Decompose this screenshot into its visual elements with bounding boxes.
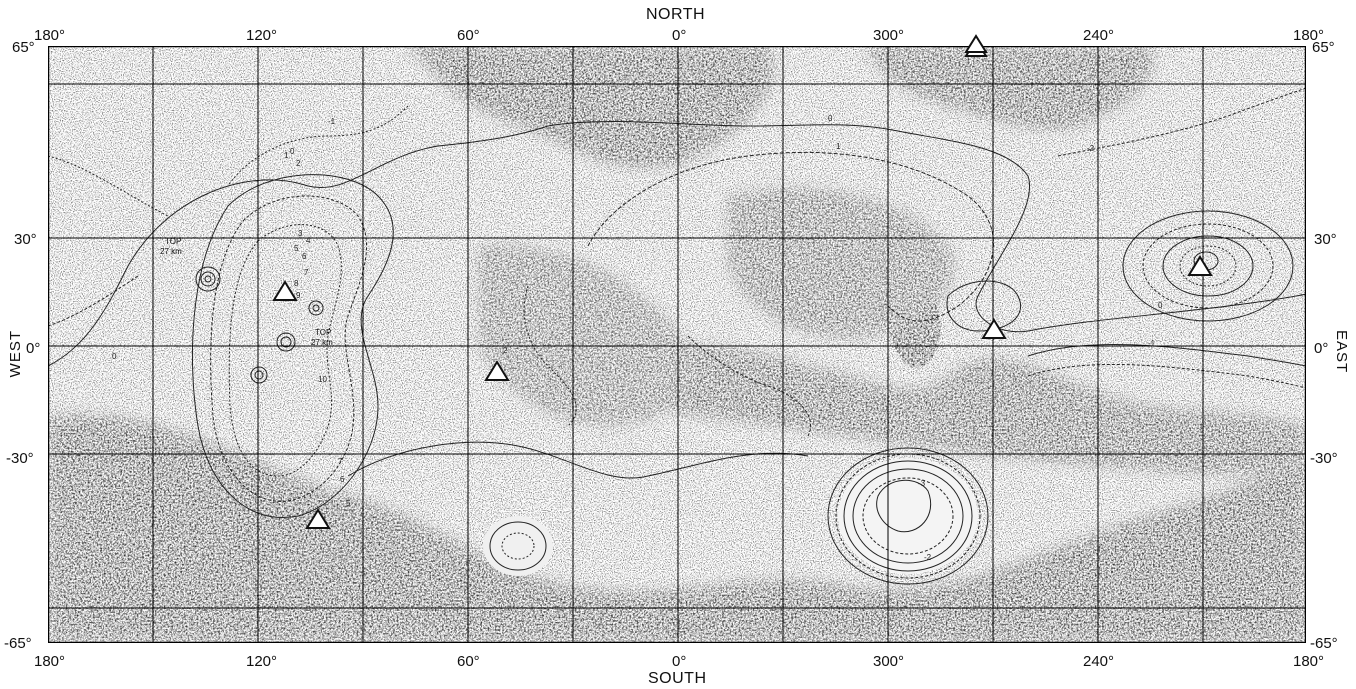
lat-label-left-65: 65° bbox=[12, 39, 35, 56]
contour-label: 2 bbox=[503, 346, 508, 355]
contour-label: 0 bbox=[828, 114, 833, 123]
north-edge-marker bbox=[964, 34, 988, 53]
lon-label-bottom-60: 60° bbox=[457, 653, 480, 670]
triangle-marker-icon bbox=[1187, 255, 1213, 276]
contour-label: -2 bbox=[924, 553, 932, 562]
lat-label-right-neg30: -30° bbox=[1310, 450, 1338, 467]
lon-label-bottom-120: 120° bbox=[246, 653, 278, 670]
summit-annotation-a-line1: TOP bbox=[165, 237, 181, 246]
landing-site-markers bbox=[272, 46, 1213, 529]
summit-annotation-b-line2: 27 km bbox=[311, 338, 333, 347]
triangle-marker-icon bbox=[272, 280, 298, 301]
lon-label-top-240: 240° bbox=[1083, 27, 1115, 44]
contour-label: 0 bbox=[112, 352, 117, 361]
map-canvas: TOP 27 km TOP 27 km -1 0 1 2 3 4 5 6 7 8… bbox=[48, 46, 1306, 643]
summit-annotation-b-line1: TOP bbox=[315, 328, 331, 337]
contour-label: -1 bbox=[328, 117, 336, 126]
lat-label-right-65: 65° bbox=[1312, 39, 1335, 56]
contour-label: 3 bbox=[298, 229, 303, 238]
lon-label-bottom-0: 0° bbox=[672, 653, 687, 670]
contour-label: 6 bbox=[302, 252, 307, 261]
triangle-marker-icon bbox=[964, 34, 988, 53]
lon-label-bottom-180w: 180° bbox=[34, 653, 66, 670]
west-label: WEST bbox=[7, 330, 24, 378]
graticule bbox=[48, 46, 1306, 643]
contour-label: 1 bbox=[836, 142, 841, 151]
lon-label-bottom-180e: 180° bbox=[1293, 653, 1325, 670]
summit-annotation-a-line2: 27 km bbox=[160, 247, 182, 256]
contour-label: 5 bbox=[294, 244, 299, 253]
contour-label: 4 bbox=[306, 236, 311, 245]
east-label: EAST bbox=[1333, 330, 1350, 374]
contour-label: 2 bbox=[296, 159, 301, 168]
lon-label-top-180e: 180° bbox=[1293, 27, 1325, 44]
contour-label: 0 bbox=[1158, 301, 1163, 310]
north-label: NORTH bbox=[646, 6, 706, 23]
contour-label: 10 bbox=[318, 375, 327, 384]
map-border bbox=[48, 46, 1306, 643]
lat-label-left-neg65: -65° bbox=[4, 635, 32, 652]
contour-label: -1 bbox=[1148, 339, 1156, 348]
lat-label-left-30: 30° bbox=[14, 231, 37, 248]
lon-label-top-60: 60° bbox=[457, 27, 480, 44]
lon-label-top-300: 300° bbox=[873, 27, 905, 44]
contour-label: 5 bbox=[346, 499, 351, 508]
lat-label-right-neg65: -65° bbox=[1310, 635, 1338, 652]
triangle-marker-icon bbox=[981, 318, 1007, 339]
contour-label: 7 bbox=[338, 457, 343, 466]
contour-label: 9 bbox=[296, 291, 301, 300]
lon-label-bottom-240: 240° bbox=[1083, 653, 1115, 670]
lat-label-right-0: 0° bbox=[1314, 340, 1329, 357]
topographic-map: TOP 27 km TOP 27 km -1 0 1 2 3 4 5 6 7 8… bbox=[48, 46, 1306, 643]
south-label: SOUTH bbox=[648, 670, 707, 687]
basin-small-light-area bbox=[483, 516, 553, 576]
lat-label-right-30: 30° bbox=[1314, 231, 1337, 248]
contour-label: -2 bbox=[1087, 144, 1095, 153]
contour-label: 8 bbox=[294, 279, 299, 288]
contour-label: 6 bbox=[340, 475, 345, 484]
lon-label-top-180w: 180° bbox=[34, 27, 66, 44]
contour-label: 1 bbox=[284, 151, 289, 160]
contour-label: 0 bbox=[290, 147, 295, 156]
triangle-marker-icon bbox=[305, 508, 331, 529]
triangle-marker-icon bbox=[484, 360, 510, 381]
basin-light-area bbox=[838, 458, 978, 574]
lon-label-bottom-300: 300° bbox=[873, 653, 905, 670]
contour-value-labels: -1 0 1 2 3 4 5 6 7 8 9 10 -2 0 -1 0 1 -3… bbox=[112, 114, 1163, 562]
contour-label: 7 bbox=[304, 268, 309, 277]
lat-label-left-neg30: -30° bbox=[6, 450, 34, 467]
lon-label-top-0: 0° bbox=[672, 27, 687, 44]
lat-label-left-0: 0° bbox=[26, 340, 41, 357]
lon-label-top-120: 120° bbox=[246, 27, 278, 44]
contour-label: -3 bbox=[918, 479, 926, 488]
